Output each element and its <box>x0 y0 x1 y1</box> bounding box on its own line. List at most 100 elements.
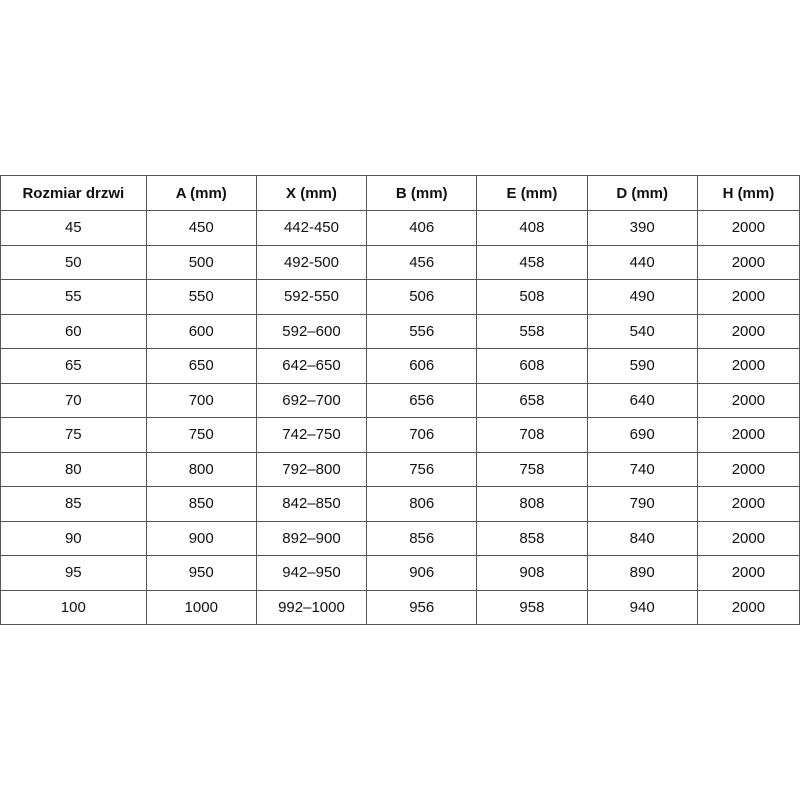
table-cell: 80 <box>0 451 147 487</box>
table-cell: 408 <box>476 210 588 246</box>
table-cell: 806 <box>366 486 478 522</box>
table-cell: 2000 <box>696 279 800 315</box>
column-header: A (mm) <box>145 175 257 211</box>
table-cell: 2000 <box>696 348 800 384</box>
table-cell: 942–950 <box>255 555 368 591</box>
table-cell: 992–1000 <box>255 589 368 625</box>
table-cell: 750 <box>145 417 257 453</box>
table-row: 60 600 592–600 556 558 540 2000 <box>0 313 800 349</box>
table-cell: 958 <box>476 589 588 625</box>
table-cell: 95 <box>0 555 147 591</box>
table-cell: 642–650 <box>255 348 368 384</box>
table-cell: 656 <box>366 382 478 418</box>
column-header: E (mm) <box>476 175 588 211</box>
table-row: 55 550 592-550 506 508 490 2000 <box>0 279 800 315</box>
table-row: 85 850 842–850 806 808 790 2000 <box>0 486 800 522</box>
door-size-table: Rozmiar drzwi A (mm) X (mm) B (mm) E (mm) D (… <box>0 175 800 625</box>
table-cell: 956 <box>366 589 478 625</box>
table-cell: 558 <box>476 313 588 349</box>
table-cell: 856 <box>366 520 478 556</box>
table-cell: 700 <box>145 382 257 418</box>
table-cell: 450 <box>145 210 257 246</box>
table-cell: 606 <box>366 348 478 384</box>
table-cell: 390 <box>586 210 698 246</box>
table-row: 95 950 942–950 906 908 890 2000 <box>0 555 800 591</box>
table-cell: 850 <box>145 486 257 522</box>
table-cell: 590 <box>586 348 698 384</box>
table-cell: 690 <box>586 417 698 453</box>
table-cell: 842–850 <box>255 486 368 522</box>
table-cell: 708 <box>476 417 588 453</box>
table-row: 50 500 492-500 456 458 440 2000 <box>0 244 800 280</box>
table-cell: 740 <box>586 451 698 487</box>
column-header: X (mm) <box>255 175 368 211</box>
table-cell: 592-550 <box>255 279 368 315</box>
table-cell: 506 <box>366 279 478 315</box>
table-cell: 940 <box>586 589 698 625</box>
column-header: D (mm) <box>586 175 698 211</box>
table-cell: 640 <box>586 382 698 418</box>
table-cell: 556 <box>366 313 478 349</box>
table-cell: 950 <box>145 555 257 591</box>
table-cell: 808 <box>476 486 588 522</box>
table-cell: 442-450 <box>255 210 368 246</box>
table-cell: 90 <box>0 520 147 556</box>
table-cell: 55 <box>0 279 147 315</box>
table-cell: 490 <box>586 279 698 315</box>
table-cell: 800 <box>145 451 257 487</box>
table-cell: 540 <box>586 313 698 349</box>
table-cell: 2000 <box>696 451 800 487</box>
table-row: 80 800 792–800 756 758 740 2000 <box>0 451 800 487</box>
table-cell: 85 <box>0 486 147 522</box>
table-cell: 858 <box>476 520 588 556</box>
column-header: Rozmiar drzwi <box>0 175 147 211</box>
table-cell: 508 <box>476 279 588 315</box>
table-cell: 458 <box>476 244 588 280</box>
table-cell: 65 <box>0 348 147 384</box>
table-row: 65 650 642–650 606 608 590 2000 <box>0 348 800 384</box>
table-cell: 1000 <box>145 589 257 625</box>
table-cell: 492-500 <box>255 244 368 280</box>
table-cell: 75 <box>0 417 147 453</box>
table-cell: 658 <box>476 382 588 418</box>
table-cell: 890 <box>586 555 698 591</box>
table-cell: 550 <box>145 279 257 315</box>
table-cell: 908 <box>476 555 588 591</box>
table-cell: 600 <box>145 313 257 349</box>
table-cell: 500 <box>145 244 257 280</box>
table-cell: 742–750 <box>255 417 368 453</box>
table-cell: 100 <box>0 589 147 625</box>
table-cell: 650 <box>145 348 257 384</box>
table-cell: 2000 <box>696 555 800 591</box>
table-cell: 50 <box>0 244 147 280</box>
table-cell: 756 <box>366 451 478 487</box>
table-cell: 900 <box>145 520 257 556</box>
table-cell: 456 <box>366 244 478 280</box>
table-cell: 2000 <box>696 589 800 625</box>
table-cell: 592–600 <box>255 313 368 349</box>
table-cell: 60 <box>0 313 147 349</box>
table-cell: 406 <box>366 210 478 246</box>
table-cell: 892–900 <box>255 520 368 556</box>
table-cell: 440 <box>586 244 698 280</box>
table-cell: 706 <box>366 417 478 453</box>
table-cell: 906 <box>366 555 478 591</box>
column-header: B (mm) <box>366 175 478 211</box>
table-row: 90 900 892–900 856 858 840 2000 <box>0 520 800 556</box>
table-cell: 692–700 <box>255 382 368 418</box>
table-cell: 2000 <box>696 210 800 246</box>
table-cell: 2000 <box>696 244 800 280</box>
table-cell: 840 <box>586 520 698 556</box>
table-cell: 758 <box>476 451 588 487</box>
table-cell: 2000 <box>696 417 800 453</box>
table-cell: 70 <box>0 382 147 418</box>
table-cell: 2000 <box>696 520 800 556</box>
table-cell: 792–800 <box>255 451 368 487</box>
header-row: Rozmiar drzwi A (mm) X (mm) B (mm) E (mm) D (… <box>0 175 800 211</box>
table-row: 75 750 742–750 706 708 690 2000 <box>0 417 800 453</box>
table-cell: 2000 <box>696 313 800 349</box>
table-cell: 608 <box>476 348 588 384</box>
table-row: 45 450 442-450 406 408 390 2000 <box>0 210 800 246</box>
table-row: 70 700 692–700 656 658 640 2000 <box>0 382 800 418</box>
table-cell: 2000 <box>696 486 800 522</box>
